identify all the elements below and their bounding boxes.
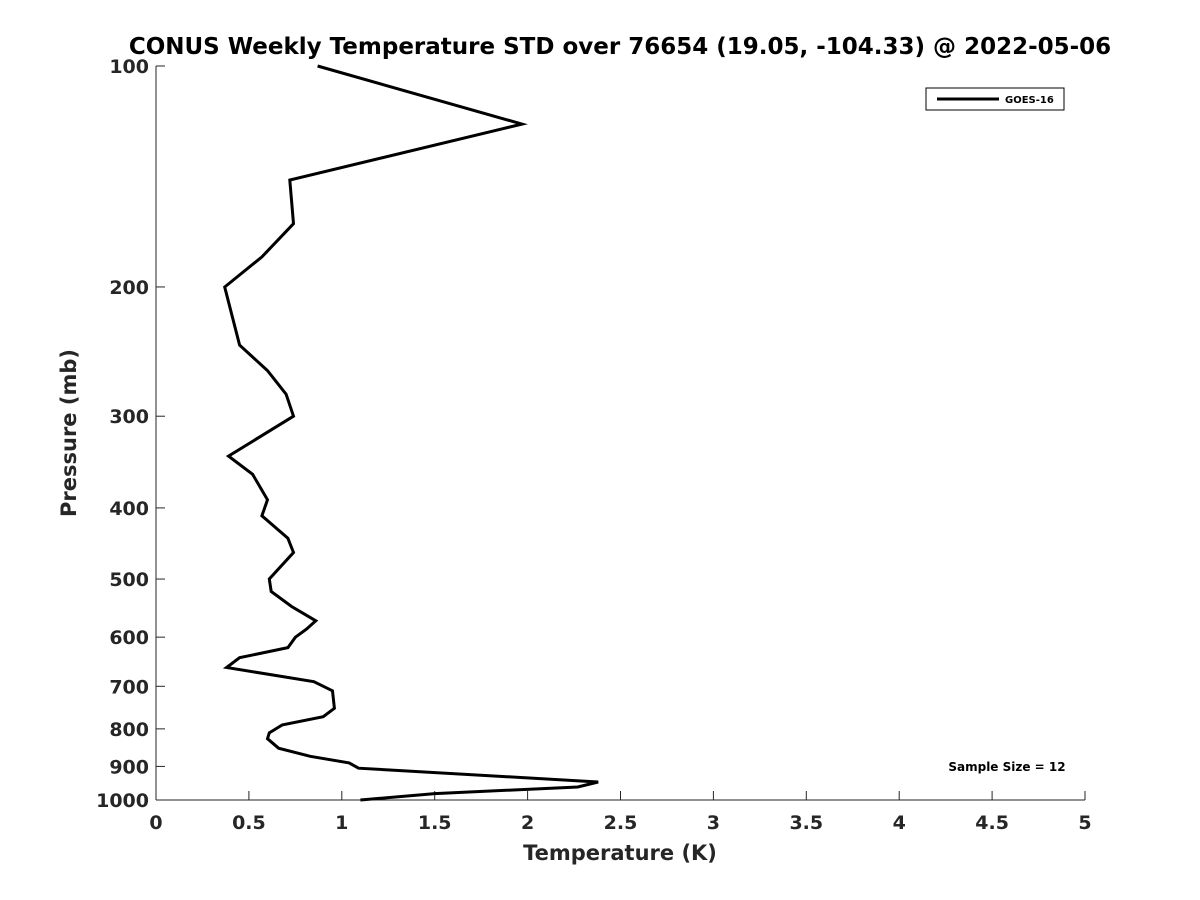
x-tick-label: 2 bbox=[521, 812, 534, 834]
y-tick-label: 800 bbox=[109, 719, 149, 741]
x-tick-label: 4.5 bbox=[975, 812, 1009, 834]
y-tick-label: 400 bbox=[109, 498, 149, 520]
y-tick-label: 200 bbox=[109, 277, 149, 299]
x-axis-label: Temperature (K) bbox=[523, 841, 717, 865]
legend: GOES-16 bbox=[925, 87, 1065, 111]
x-tick-label: 2.5 bbox=[604, 812, 638, 834]
y-tick-label: 500 bbox=[109, 569, 149, 591]
series-group bbox=[222, 64, 599, 802]
y-axis-label: Pressure (mb) bbox=[57, 349, 81, 517]
x-tick-label: 5 bbox=[1078, 812, 1091, 834]
x-tick-label: 1 bbox=[335, 812, 348, 834]
x-ticks: 0 0.5 1 1.5 2 2.5 3 3.5 4 4.5 5 bbox=[149, 791, 1092, 834]
x-tick-label: 3.5 bbox=[789, 812, 823, 834]
y-ticks: 100 200 300 400 500 600 700 800 900 1000 bbox=[96, 56, 165, 812]
y-tick-label: 300 bbox=[109, 406, 149, 428]
x-tick-label: 1.5 bbox=[418, 812, 452, 834]
plot-area: 0 0.5 1 1.5 2 2.5 3 3.5 4 4.5 5 100 200 300 400 500 600… bbox=[96, 56, 1092, 834]
x-tick-label: 3 bbox=[707, 812, 720, 834]
x-tick-label: 0.5 bbox=[232, 812, 266, 834]
x-tick-label: 4 bbox=[893, 812, 906, 834]
y-tick-label: 600 bbox=[109, 627, 149, 649]
chart-title: CONUS Weekly Temperature STD over 76654 … bbox=[129, 34, 1111, 60]
y-tick-label: 700 bbox=[109, 676, 149, 698]
sample-size-annotation: Sample Size = 12 bbox=[948, 760, 1065, 774]
x-tick-label: 0 bbox=[149, 812, 162, 834]
legend-entry-goes-16: GOES-16 bbox=[1005, 95, 1054, 106]
y-tick-label: 1000 bbox=[96, 790, 149, 812]
y-tick-label: 100 bbox=[109, 56, 149, 78]
series-line-goes-16 bbox=[222, 64, 599, 802]
y-tick-label: 900 bbox=[109, 756, 149, 778]
